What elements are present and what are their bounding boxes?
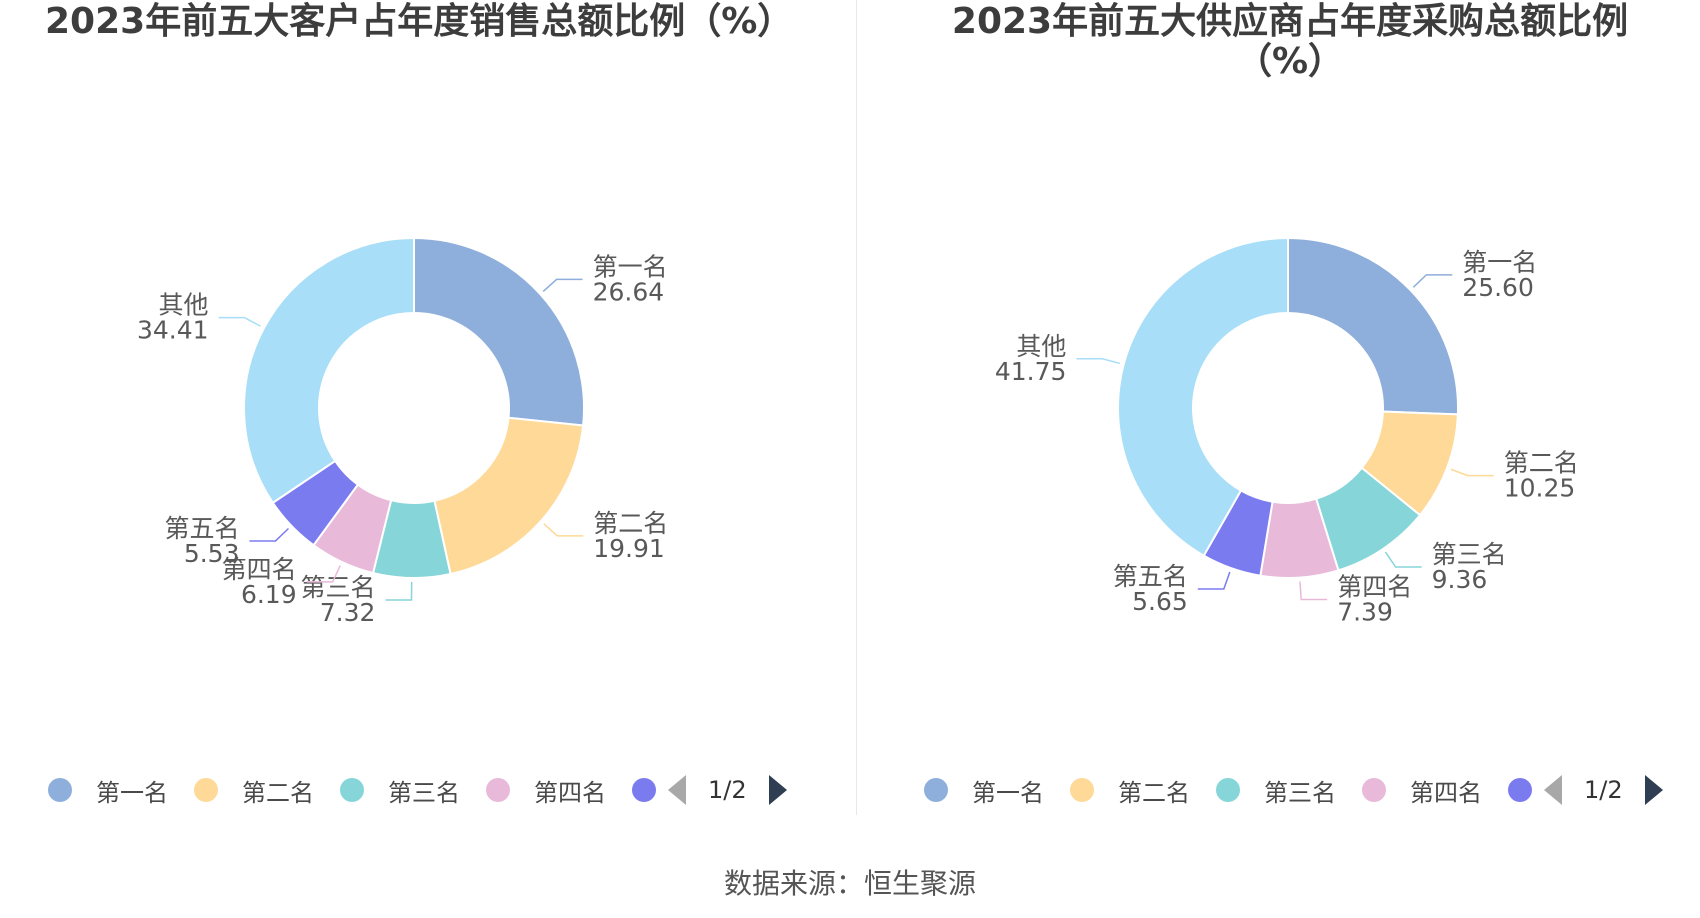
legend-dot: [924, 778, 948, 802]
slice-label-name: 其他: [159, 291, 209, 320]
legend-dot: [486, 778, 510, 802]
chart-title: 2023年前五大客户占年度销售总额比例（%）: [45, 1, 794, 42]
legend-dot: [1070, 778, 1094, 802]
label-leader-line: [1299, 581, 1328, 601]
slice-label-value: 7.39: [1337, 598, 1393, 627]
donut-slice-6[interactable]: [243, 236, 415, 505]
label-leader-line: [543, 523, 584, 537]
legend-dot: [1508, 778, 1532, 802]
label-leader-line: [1197, 571, 1231, 590]
label-leader-line: [249, 527, 289, 542]
legend-label: 第一名: [972, 778, 1044, 807]
slice-label-name: 第五名: [164, 514, 239, 543]
legend-label: 第三名: [1264, 778, 1336, 807]
slice-label-name: 第一名: [1462, 248, 1537, 277]
prev-page-icon[interactable]: [668, 775, 686, 805]
label-leader-line: [218, 316, 261, 327]
slice-label-value: 19.91: [593, 534, 665, 563]
chart-panel-customers: 2023年前五大客户占年度销售总额比例（%） 第一名 26.64 第二名 19.91 第…: [0, 0, 850, 820]
donut-slice-1[interactable]: [413, 236, 585, 427]
donut-slice-2[interactable]: [433, 416, 585, 576]
label-leader-line: [1384, 551, 1422, 568]
legend-item-3[interactable]: 第三名: [1216, 773, 1336, 808]
legend-pager: 1/2: [1544, 775, 1663, 805]
label-leader-line: [1412, 274, 1453, 288]
chart-panel-suppliers: 2023年前五大供应商占年度采购总额比例（%） 第一名 25.60 第二名 10.25…: [850, 0, 1700, 820]
legend-item-4[interactable]: 第四名: [486, 773, 606, 808]
legend-page-indicator: 1/2: [1584, 776, 1623, 804]
data-source: 数据来源：恒生聚源: [723, 867, 976, 900]
slice-label-name: 第一名: [593, 252, 668, 281]
legend-label: 第四名: [534, 778, 606, 807]
legend-item-5[interactable]: [632, 778, 656, 802]
legend-item-5[interactable]: [1508, 778, 1532, 802]
label-leader-line: [385, 581, 413, 601]
label-leader-line: [542, 278, 583, 293]
slice-label-name: 第四名: [222, 555, 297, 584]
legend-page-indicator: 1/2: [708, 776, 747, 804]
slice-label-value: 10.25: [1504, 474, 1576, 503]
slice-label-name: 第二名: [593, 509, 668, 538]
legend: 第一名 第二名 第三名 第四名 1/2: [48, 770, 787, 810]
label-leader-line: [306, 565, 341, 583]
legend: 第一名 第二名 第三名 第四名 1/2: [924, 770, 1663, 810]
legend-label: 第四名: [1410, 778, 1482, 807]
next-page-icon[interactable]: [1644, 775, 1663, 805]
slice-label-value: 6.19: [241, 580, 297, 609]
slice-label-name: 第三名: [1432, 540, 1507, 569]
legend-dot: [632, 778, 656, 802]
legend-label: 第二名: [1118, 778, 1190, 807]
legend-pager: 1/2: [668, 775, 787, 805]
slice-label-value: 34.41: [137, 316, 209, 345]
slice-label-value: 5.65: [1132, 587, 1188, 616]
slice-label-name: 第五名: [1113, 562, 1188, 591]
chart-title: 2023年前五大供应商占年度采购总额比例（%）: [951, 1, 1629, 82]
donut-slice-1[interactable]: [1287, 236, 1459, 416]
legend-dot: [340, 778, 364, 802]
slice-label-name: 第四名: [1337, 573, 1412, 602]
label-leader-line: [1450, 468, 1494, 477]
slice-label-name: 第二名: [1504, 449, 1579, 478]
legend-dot: [194, 778, 218, 802]
panel-divider: [856, 0, 857, 815]
legend-dot: [1362, 778, 1386, 802]
slice-label-value: 25.60: [1462, 273, 1534, 302]
slice-label-value: 41.75: [995, 357, 1067, 386]
legend-label: 第三名: [388, 778, 460, 807]
legend-label: 第二名: [242, 778, 314, 807]
legend-item-4[interactable]: 第四名: [1362, 773, 1482, 808]
slice-label-value: 5.53: [184, 539, 240, 568]
slice-label-name: 第三名: [300, 573, 375, 602]
legend-item-1[interactable]: 第一名: [924, 773, 1044, 808]
donut-slice-6[interactable]: [1117, 236, 1289, 558]
legend-dot: [1216, 778, 1240, 802]
legend-label: 第一名: [96, 778, 168, 807]
prev-page-icon[interactable]: [1544, 775, 1562, 805]
slice-label-value: 9.36: [1432, 565, 1488, 594]
slice-label-value: 26.64: [593, 277, 665, 306]
legend-item-2[interactable]: 第二名: [194, 773, 314, 808]
label-leader-line: [1076, 358, 1121, 365]
legend-item-2[interactable]: 第二名: [1070, 773, 1190, 808]
next-page-icon[interactable]: [768, 775, 787, 805]
slice-label-name: 其他: [1016, 332, 1066, 361]
legend-item-1[interactable]: 第一名: [48, 773, 168, 808]
slice-label-value: 7.32: [320, 598, 376, 627]
legend-dot: [48, 778, 72, 802]
legend-item-3[interactable]: 第三名: [340, 773, 460, 808]
